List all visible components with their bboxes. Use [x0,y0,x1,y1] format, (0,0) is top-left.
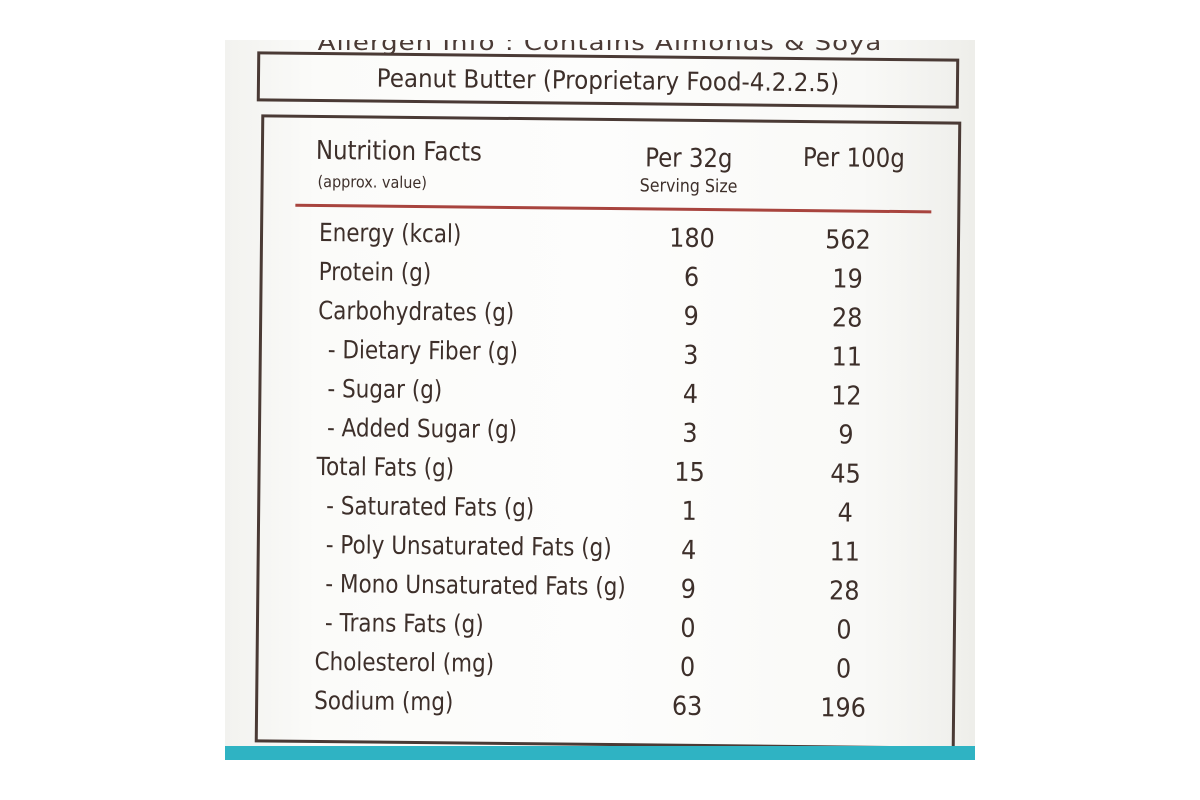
row-per-serving: 6 [683,262,700,293]
per-100g-header: Per 100g [802,143,906,175]
row-per-serving: 1 [681,496,697,527]
row-per-100g: 4 [837,498,853,529]
row-per-serving: 9 [680,574,697,605]
row-per-100g: 196 [820,693,867,724]
row-label: - Added Sugar (g) [326,413,518,445]
row-label: Energy (kcal) [318,217,462,249]
row-label: - Saturated Fats (g) [326,491,535,523]
header-divider [295,203,932,214]
nutrition-facts-table: Nutrition Facts (approx. value) Per 32g … [254,114,963,750]
row-label: - Dietary Fiber (g) [327,335,519,367]
row-per-100g: 11 [831,342,863,373]
row-per-100g: 0 [836,615,852,646]
row-per-serving: 9 [683,301,699,332]
serving-size-header: Serving Size [639,175,738,198]
row-label: - Mono Unsaturated Fats (g) [325,569,626,602]
table-row: Sodium (mg) 63 196 [258,683,958,729]
row-label: Total Fats (g) [316,451,455,483]
per-serving-header: Per 32g [645,143,733,175]
row-per-serving: 0 [680,613,696,644]
row-per-serving: 4 [680,535,697,566]
row-per-100g: 28 [831,303,863,334]
row-per-serving: 15 [674,457,705,489]
row-label: - Poly Unsaturated Fats (g) [325,530,612,563]
row-per-100g: 45 [830,459,861,490]
row-per-serving: 3 [683,340,699,371]
row-per-100g: 9 [838,420,854,451]
row-label: Cholesterol (mg) [314,646,495,678]
allergen-info: Allergen Info : Contains Almonds & Soya [317,40,883,56]
product-title: Peanut Butter (Proprietary Food-4.2.2.5) [376,63,840,98]
row-per-serving: 4 [682,379,699,410]
row-label: - Trans Fats (g) [324,608,484,639]
container-teal-band [225,746,975,760]
row-per-100g: 0 [835,654,852,685]
row-per-100g: 19 [832,264,863,295]
row-per-100g: 562 [825,225,872,256]
row-per-100g: 28 [828,576,860,607]
nutrition-rows: Energy (kcal) 180 562 Protein (g) 6 19 C… [258,215,963,729]
row-label: Sodium (mg) [314,685,454,717]
row-per-serving: 180 [669,223,716,255]
row-per-100g: 12 [831,381,862,412]
row-per-serving: 63 [671,691,703,723]
row-per-100g: 11 [829,537,861,568]
row-per-serving: 0 [679,652,696,683]
product-title-box: Peanut Butter (Proprietary Food-4.2.2.5) [256,51,960,109]
row-label: - Sugar (g) [327,374,443,405]
row-per-serving: 3 [682,418,698,449]
nutrition-facts-subtitle: (approx. value) [317,171,428,193]
label-photo: Allergen Info : Contains Almonds & Soya … [225,40,975,760]
nutrition-facts-title: Nutrition Facts [315,135,483,168]
row-label: Carbohydrates (g) [318,295,515,328]
row-label: Protein (g) [318,256,432,288]
